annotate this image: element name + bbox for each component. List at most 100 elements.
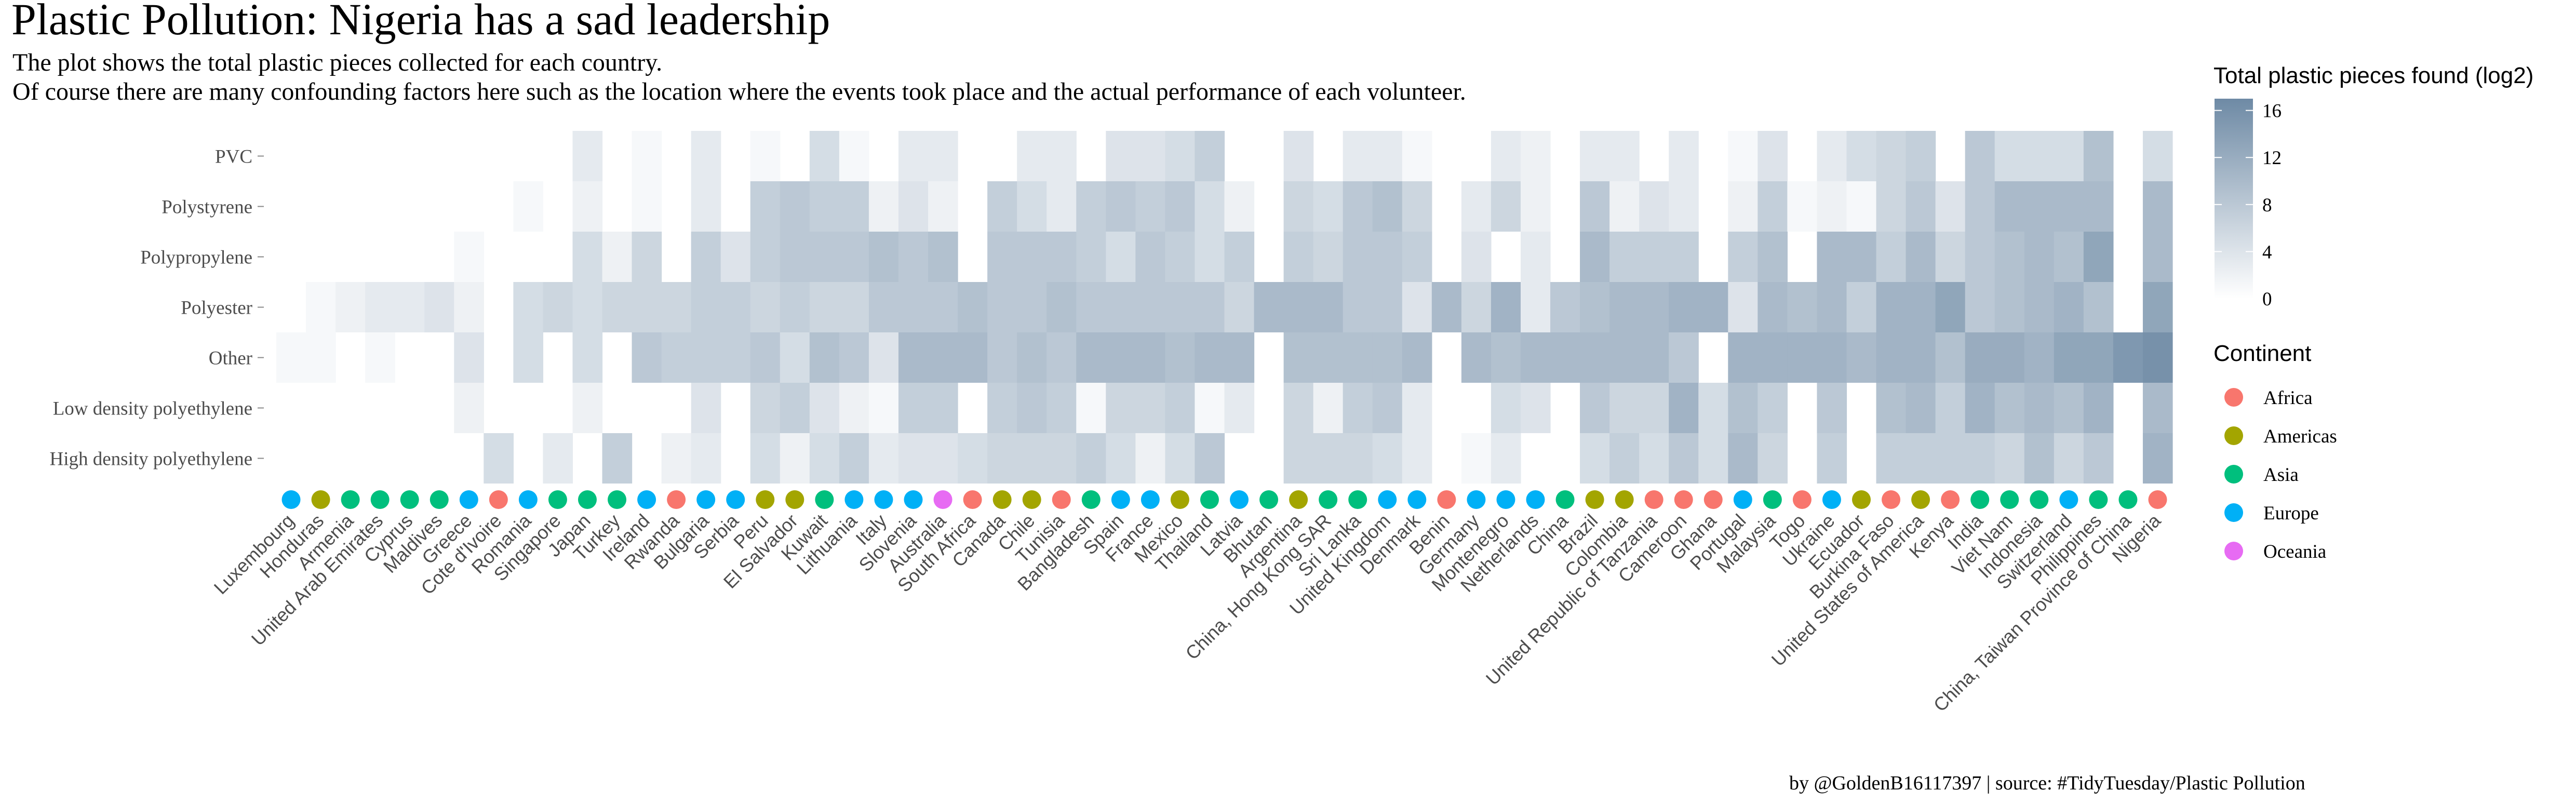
color-legend-bar (2215, 99, 2253, 299)
heatmap-cells (276, 131, 2173, 484)
cell-ukraine-low-density-polyethylene (1817, 383, 1847, 433)
cell-cameroon-high-density-polyethylene (1669, 433, 1699, 484)
cell-indonesia-high-density-polyethylene (2024, 433, 2055, 484)
cell-switzerland-low-density-polyethylene (2054, 383, 2084, 433)
cell-argentina-polystyrene (1283, 181, 1314, 232)
cell-italy-polypropylene (868, 232, 899, 282)
cell-serbia-polyester (720, 282, 751, 332)
continent-dot-australia (933, 490, 952, 509)
cell-netherlands-other (1520, 332, 1551, 383)
cell-slovenia-other (898, 332, 929, 383)
cell-viet-nam-high-density-polyethylene (1994, 433, 2025, 484)
cell-spain-pvc (1106, 131, 1136, 181)
cell-mexico-low-density-polyethylene (1165, 383, 1196, 433)
continent-dot-spain (1111, 490, 1130, 509)
cell-colombia-polypropylene (1609, 232, 1640, 282)
cell-malaysia-pvc (1757, 131, 1788, 181)
cell-philippines-polyester (2083, 282, 2114, 332)
cell-montenegro-pvc (1491, 131, 1521, 181)
color-legend-title: Total plastic pieces found (log2) (2213, 63, 2533, 88)
row-label-polystyrene: Polystyrene (162, 197, 252, 218)
cell-argentina-pvc (1283, 131, 1314, 181)
cell-ireland-polypropylene (632, 232, 662, 282)
cell-brazil-polystyrene (1580, 181, 1610, 232)
cell-thailand-polystyrene (1195, 181, 1225, 232)
continent-dot-china-hong-kong-sar (1319, 490, 1338, 509)
cell-tunisia-polyester (1046, 282, 1077, 332)
cell-italy-high-density-polyethylene (868, 433, 899, 484)
cell-france-low-density-polyethylene (1135, 383, 1166, 433)
cell-bhutan-polyester (1254, 282, 1284, 332)
continent-dot-france (1141, 490, 1160, 509)
cell-rwanda-polyester (661, 282, 692, 332)
cell-latvia-low-density-polyethylene (1224, 383, 1255, 433)
cell-united-kingdom-low-density-polyethylene (1372, 383, 1403, 433)
cell-ireland-other (632, 332, 662, 383)
cell-greece-low-density-polyethylene (454, 383, 484, 433)
continent-dot-bhutan (1259, 490, 1279, 509)
continent-dot-thailand (1200, 490, 1219, 509)
cell-montenegro-low-density-polyethylene (1491, 383, 1521, 433)
cell-sri-lanka-polystyrene (1343, 181, 1373, 232)
cell-united-kingdom-polyester (1372, 282, 1403, 332)
cell-united-republic-of-tanzania-polypropylene (1639, 232, 1669, 282)
cell-greece-polypropylene (454, 232, 484, 282)
continent-dot-philippines (2089, 490, 2108, 509)
legend-tick-label: 4 (2262, 242, 2272, 263)
cell-colombia-other (1609, 332, 1640, 383)
cell-lithuania-low-density-polyethylene (839, 383, 869, 433)
continent-dot-ecuador (1852, 490, 1871, 509)
cell-canada-polystyrene (987, 181, 1017, 232)
cell-denmark-polypropylene (1402, 232, 1432, 282)
cell-slovenia-pvc (898, 131, 929, 181)
cell-montenegro-polystyrene (1491, 181, 1521, 232)
cell-colombia-high-density-polyethylene (1609, 433, 1640, 484)
continent-dot-latvia (1230, 490, 1249, 509)
cell-serbia-polypropylene (720, 232, 751, 282)
continent-dot-canada (992, 490, 1012, 509)
cell-greece-polyester (454, 282, 484, 332)
continent-dots (281, 490, 2167, 509)
cell-united-kingdom-pvc (1372, 131, 1403, 181)
cell-rwanda-other (661, 332, 692, 383)
cell-philippines-pvc (2083, 131, 2114, 181)
cell-ecuador-polystyrene (1846, 181, 1877, 232)
continent-legend-key-africa (2224, 388, 2243, 407)
cell-portugal-polystyrene (1728, 181, 1758, 232)
cell-peru-polyester (750, 282, 781, 332)
cell-nigeria-polyester (2142, 282, 2173, 332)
continent-legend-title: Continent (2213, 341, 2311, 366)
continent-dot-romania (518, 490, 538, 509)
continent-dot-greece (459, 490, 478, 509)
cell-united-republic-of-tanzania-low-density-polyethylene (1639, 383, 1669, 433)
legend-tick-label: 8 (2262, 195, 2272, 216)
cell-bulgaria-polypropylene (691, 232, 721, 282)
cell-slovenia-polystyrene (898, 181, 929, 232)
cell-france-pvc (1135, 131, 1166, 181)
cell-nigeria-polystyrene (2142, 181, 2173, 232)
cell-montenegro-high-density-polyethylene (1491, 433, 1521, 484)
cell-cameroon-low-density-polyethylene (1669, 383, 1699, 433)
cell-south-africa-high-density-polyethylene (958, 433, 988, 484)
cell-viet-nam-polypropylene (1994, 232, 2025, 282)
cell-togo-polystyrene (1787, 181, 1818, 232)
continent-dot-germany (1467, 490, 1486, 509)
cell-australia-polystyrene (928, 181, 958, 232)
cell-india-low-density-polyethylene (1965, 383, 1995, 433)
cell-bangladesh-low-density-polyethylene (1076, 383, 1106, 433)
cell-ukraine-pvc (1817, 131, 1847, 181)
continent-legend-key-oceania (2224, 542, 2243, 560)
cell-cameroon-polyester (1669, 282, 1699, 332)
continent-dot-japan (578, 490, 597, 509)
cell-united-kingdom-polypropylene (1372, 232, 1403, 282)
cell-switzerland-polystyrene (2054, 181, 2084, 232)
cell-bangladesh-polyester (1076, 282, 1106, 332)
cell-sri-lanka-polyester (1343, 282, 1373, 332)
cell-indonesia-pvc (2024, 131, 2055, 181)
cell-malaysia-high-density-polyethylene (1757, 433, 1788, 484)
cell-netherlands-polystyrene (1520, 181, 1551, 232)
cell-spain-polypropylene (1106, 232, 1136, 282)
color-legend-ticks: 0 4 8 12 16 (2215, 101, 2282, 310)
cell-germany-polyester (1461, 282, 1492, 332)
